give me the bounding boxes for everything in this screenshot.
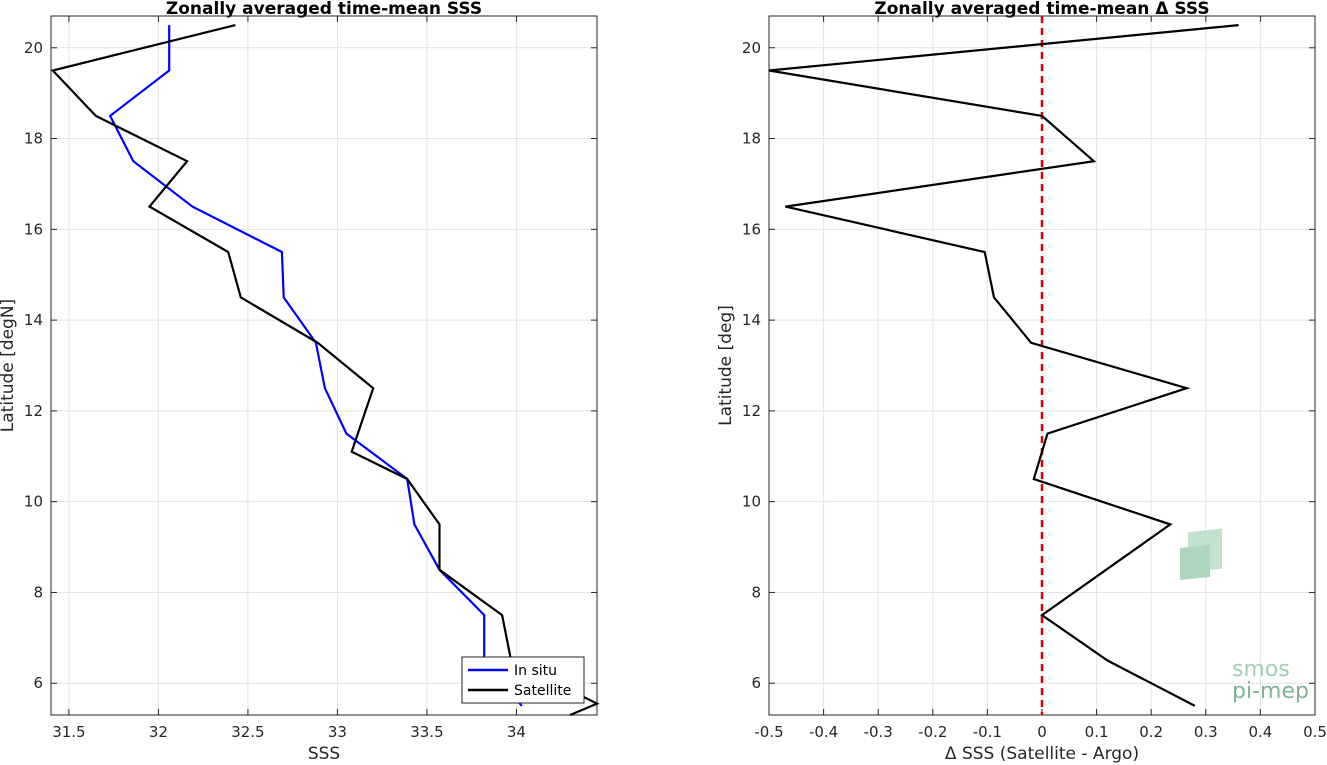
- left-y-tick-label: 20: [24, 39, 43, 57]
- left-y-tick-label: 12: [24, 402, 43, 420]
- smos-pi-mep-logo: smos pi-mep: [1180, 528, 1309, 704]
- right-x-tick-label: -0.4: [809, 723, 838, 741]
- chart-marks: 31.5 32 32.5 33 33.5 34 6 8 10 12 14 16 18 20 -0.5 -0.4…: [24, 15, 1327, 741]
- left-x-tick-label: 33.5: [410, 723, 443, 741]
- left-y-axis-label: Latitude [degN]: [0, 299, 18, 432]
- left-y-tick-label: 8: [33, 583, 43, 601]
- right-x-tick-label: -0.3: [864, 723, 893, 741]
- legend-label-satellite: Satellite: [514, 683, 571, 699]
- right-y-tick-label: 10: [742, 493, 761, 511]
- right-x-tick-label: 0: [1037, 723, 1047, 741]
- left-x-tick-label: 32: [149, 723, 168, 741]
- left-x-tick-label: 34: [507, 723, 526, 741]
- right-x-tick-label: 0.3: [1194, 723, 1218, 741]
- right-chart-title: Zonally averaged time-mean Δ SSS: [874, 0, 1209, 19]
- right-y-tick-label: 12: [742, 402, 761, 420]
- logo-text-smos: smos: [1232, 657, 1290, 682]
- left-y-tick-label: 14: [24, 311, 43, 329]
- right-x-tick-label: 0.2: [1139, 723, 1163, 741]
- right-y-tick-label: 16: [742, 220, 761, 238]
- right-y-tick-label: 6: [751, 674, 761, 692]
- right-y-tick-label: 14: [742, 311, 761, 329]
- right-x-tick-label: -0.2: [918, 723, 947, 741]
- legend-label-in-situ: In situ: [514, 663, 557, 679]
- right-x-tick-label: -0.1: [973, 723, 1002, 741]
- logo-text-pi-mep: pi-mep: [1232, 679, 1309, 704]
- right-y-tick-label: 18: [742, 130, 761, 148]
- left-x-tick-label: 31.5: [52, 723, 85, 741]
- logo-shape-front: [1180, 544, 1210, 580]
- left-x-tick-label: 32.5: [231, 723, 264, 741]
- left-y-tick-label: 18: [24, 130, 43, 148]
- right-y-tick-label: 8: [751, 583, 761, 601]
- right-y-tick-label: 20: [742, 39, 761, 57]
- right-x-tick-label: 0.1: [1085, 723, 1109, 741]
- left-axes-box: [50, 15, 598, 716]
- left-chart-title: Zonally averaged time-mean SSS: [166, 0, 482, 19]
- right-x-tick-label: 0.5: [1303, 723, 1327, 741]
- left-x-tick-label: 33: [328, 723, 347, 741]
- right-x-tick-label: -0.5: [754, 723, 783, 741]
- left-series-line-in-situ: [108, 25, 523, 707]
- left-y-tick-label: 16: [24, 220, 43, 238]
- right-series-line-0: [768, 24, 1239, 707]
- legend: In situ Satellite: [461, 656, 585, 704]
- legend-box: [461, 656, 585, 704]
- left-series-line-satellite: [50, 24, 600, 717]
- left-x-axis-label: SSS: [308, 744, 340, 764]
- left-y-tick-label: 6: [33, 674, 43, 692]
- right-y-axis-label: Latitude [deg]: [716, 305, 736, 426]
- right-x-axis-label: Δ SSS (Satellite - Argo): [945, 744, 1139, 764]
- right-x-tick-label: 0.4: [1248, 723, 1272, 741]
- left-y-tick-label: 10: [24, 493, 43, 511]
